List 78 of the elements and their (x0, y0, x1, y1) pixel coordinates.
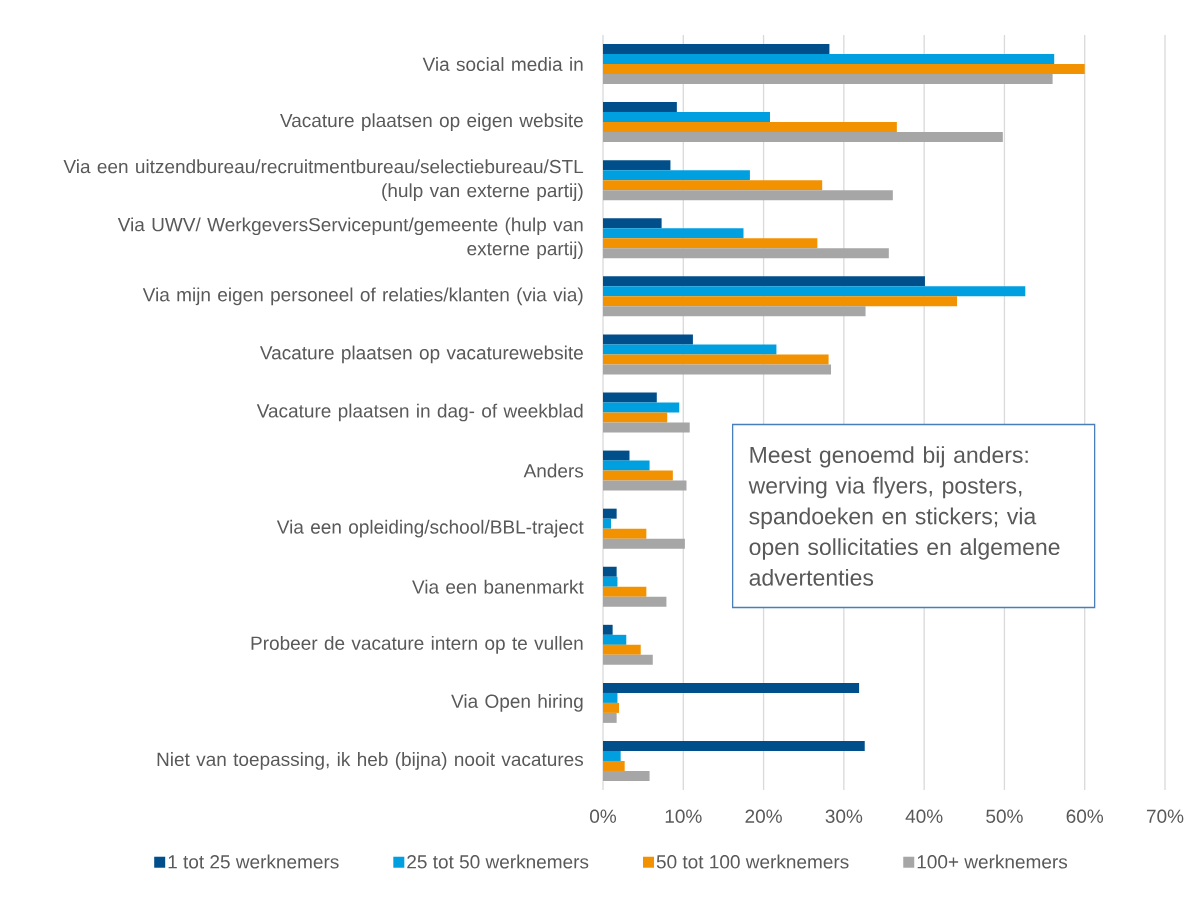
bar (603, 218, 662, 229)
bar (603, 160, 671, 171)
y-tick-label: Vacature plaatsen in dag- of weekblad (256, 403, 583, 422)
bar (603, 760, 625, 771)
bar (603, 170, 750, 181)
annotation: Meest genoemd bij anders: werving via flyers, posters, spandoeken en stickers; via open sollicitaties en algemene advertenties (748, 446, 1060, 586)
legend-label: 25 tot 50 werknemers (407, 854, 589, 869)
legend-label: 50 tot 100 werknemers (656, 854, 849, 869)
bar (603, 654, 653, 665)
bar (603, 180, 823, 191)
bar (603, 364, 832, 375)
bar (603, 566, 617, 577)
bar (603, 692, 618, 703)
bar (603, 122, 897, 133)
y-tick-label: Via een opleiding/school/BBL-traject (276, 519, 584, 538)
x-tick-label: 50% (986, 809, 1023, 823)
y-tick-label: Via mijn eigen personeel of relaties/klanten (via via) (142, 287, 583, 306)
bar (603, 538, 685, 549)
bar (603, 770, 650, 781)
bar (603, 460, 650, 471)
x-tick-label: 70% (1146, 809, 1184, 823)
y-tick-label: Via social media in (422, 57, 583, 72)
y-tick-label: Anders (523, 463, 584, 478)
bar (603, 402, 680, 413)
bar (603, 586, 647, 597)
bar (603, 306, 866, 317)
bar (603, 450, 630, 461)
bar (603, 644, 641, 655)
bar (603, 112, 770, 123)
bar (603, 518, 612, 529)
y-tick-label: Via Open hiring (451, 694, 583, 712)
bar (603, 412, 668, 423)
bar (603, 228, 744, 239)
bar (603, 508, 617, 519)
x-tick-label: 30% (825, 809, 863, 823)
bar (603, 624, 613, 635)
bar (603, 480, 687, 491)
bar (603, 596, 667, 607)
y-tick-label: Via UWV/ WerkgeversServicepunt/gemeente (hulp van externe partij) (117, 217, 583, 260)
bar (603, 702, 620, 713)
bar (603, 190, 893, 201)
bar (603, 64, 1085, 75)
bar (603, 470, 673, 481)
bar (603, 740, 865, 751)
bar (603, 576, 618, 587)
y-tick-label: Via een uitzendbureau/recruitmentbureau/selectiebureau/STL (hulp van externe partij) (63, 159, 584, 202)
x-tick-label: 0% (590, 809, 617, 823)
bar (603, 276, 925, 287)
bar (603, 354, 829, 365)
bar (603, 682, 860, 693)
bar (603, 344, 777, 355)
bar (603, 334, 693, 345)
bar (603, 132, 1003, 143)
bar (603, 74, 1053, 85)
y-tick-label: Vacature plaatsen op eigen website (280, 113, 583, 131)
bar (603, 750, 621, 761)
y-tick-label: Via een banenmarkt (412, 579, 584, 594)
bar (603, 296, 958, 307)
x-tick-label: 10% (665, 809, 702, 823)
bar (603, 422, 690, 433)
bar (603, 528, 647, 539)
y-tick-label: Vacature plaatsen op vacaturewebsite (259, 345, 583, 364)
bar (603, 634, 627, 645)
bar (603, 44, 830, 55)
x-tick-label: 40% (905, 809, 943, 823)
bar (603, 238, 818, 249)
y-tick-label: Probeer de vacature intern op te vullen (251, 635, 583, 654)
bar (603, 392, 657, 403)
bar (603, 102, 677, 113)
legend-label: 100+ werknemers (917, 854, 1068, 869)
x-tick-label: 20% (745, 809, 782, 823)
y-tick-label: Niet van toepassing, ik heb (bijna) nooit vacatures (157, 752, 584, 770)
bar (603, 712, 617, 723)
bar (603, 248, 889, 259)
bar (603, 286, 1026, 297)
bar (603, 54, 1055, 65)
legend-label: 1 tot 25 werknemers (168, 854, 339, 869)
x-tick-label: 60% (1066, 809, 1104, 823)
